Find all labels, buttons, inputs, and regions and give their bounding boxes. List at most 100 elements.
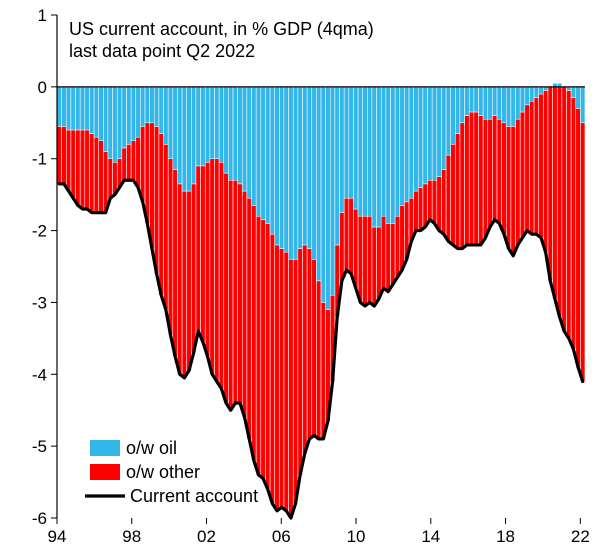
bar-other <box>284 252 289 511</box>
bar-other <box>460 123 465 249</box>
bar-other <box>210 159 215 375</box>
bar-other <box>492 116 497 220</box>
bar-other <box>446 155 451 241</box>
bar-other <box>136 137 141 187</box>
bar-other <box>191 184 196 353</box>
bar-oil <box>479 87 484 116</box>
bar-oil <box>89 87 94 134</box>
bar-oil <box>446 87 451 155</box>
bar-oil <box>465 87 470 116</box>
bar-oil <box>252 87 257 206</box>
bar-other <box>80 130 85 209</box>
bar-oil <box>103 87 108 152</box>
bar-other <box>233 180 238 403</box>
bar-oil <box>228 87 233 180</box>
bar-oil <box>233 87 238 180</box>
bar-oil <box>122 87 127 148</box>
y-tick-label: -2 <box>32 222 47 241</box>
bar-oil <box>516 87 521 119</box>
bar-oil <box>381 87 386 216</box>
bar-other <box>381 216 386 288</box>
bar-oil <box>520 87 525 112</box>
bar-oil <box>261 87 266 220</box>
bar-other <box>465 116 470 245</box>
bar-other <box>71 130 76 198</box>
bar-oil <box>455 87 460 134</box>
chart-title-line: US current account, in % GDP (4qma) <box>69 19 374 39</box>
bar-oil <box>219 87 224 162</box>
bar-other <box>548 87 553 281</box>
y-tick-label: 0 <box>38 78 47 97</box>
bar-other <box>451 144 456 245</box>
x-tick-label: 98 <box>122 527 141 546</box>
bar-other <box>349 198 354 273</box>
legend-label-total: Current account <box>130 486 258 506</box>
bar-oil <box>437 87 442 177</box>
bar-other <box>432 180 437 223</box>
bar-oil <box>423 87 428 184</box>
bar-oil <box>377 87 382 227</box>
bar-other <box>363 216 368 306</box>
bar-oil <box>580 87 585 123</box>
bar-other <box>131 141 136 181</box>
bar-oil <box>534 87 539 98</box>
bar-other <box>497 119 502 223</box>
bar-oil <box>469 87 474 112</box>
bar-other <box>252 205 257 460</box>
bar-other <box>168 159 173 335</box>
bar-oil <box>201 87 206 166</box>
y-tick-label: -6 <box>32 509 47 528</box>
y-tick-label: 1 <box>38 6 47 25</box>
bar-oil <box>145 87 150 123</box>
bar-oil <box>168 87 173 159</box>
bar-oil <box>372 87 377 227</box>
bar-oil <box>108 87 113 159</box>
bar-oil <box>451 87 456 144</box>
bar-oil <box>539 87 544 94</box>
bar-oil <box>154 87 159 127</box>
bar-other <box>539 94 544 238</box>
bar-oil <box>205 87 210 162</box>
bar-other <box>316 281 321 439</box>
bar-other <box>265 223 270 489</box>
bar-oil <box>428 87 433 180</box>
bar-other <box>372 227 377 306</box>
bar-other <box>353 209 358 288</box>
bar-oil <box>298 87 303 249</box>
bar-other <box>247 198 252 439</box>
bar-oil <box>284 87 289 252</box>
bar-oil <box>326 87 331 310</box>
bar-other <box>469 112 474 245</box>
bar-oil <box>529 87 534 101</box>
bar-other <box>312 259 317 435</box>
bar-oil <box>113 87 118 162</box>
bar-oil <box>414 87 419 191</box>
bar-oil <box>210 87 215 159</box>
bar-other <box>140 126 145 201</box>
chart-svg: -6-5-4-3-2-1019498020610141822US current… <box>0 0 600 559</box>
bar-other <box>562 87 567 331</box>
bar-other <box>437 177 442 231</box>
bar-oil <box>303 87 308 245</box>
bar-other <box>154 126 159 273</box>
bar-oil <box>57 87 62 127</box>
bar-other <box>571 98 576 350</box>
bar-oil <box>409 87 414 198</box>
x-tick-label: 18 <box>496 527 515 546</box>
bar-oil <box>511 87 516 127</box>
bar-oil <box>349 87 354 198</box>
x-tick-label: 02 <box>197 527 216 546</box>
chart-title-line: last data point Q2 2022 <box>69 41 255 61</box>
bar-oil <box>191 87 196 184</box>
bar-other <box>89 134 94 213</box>
bar-other <box>576 108 581 367</box>
bar-other <box>57 126 62 183</box>
bar-oil <box>525 87 530 105</box>
bar-oil <box>386 87 391 224</box>
bar-other <box>344 198 349 270</box>
bar-oil <box>256 87 261 216</box>
bar-oil <box>335 87 340 245</box>
bar-oil <box>238 87 243 184</box>
bar-oil <box>367 87 372 216</box>
bar-other <box>557 83 562 317</box>
